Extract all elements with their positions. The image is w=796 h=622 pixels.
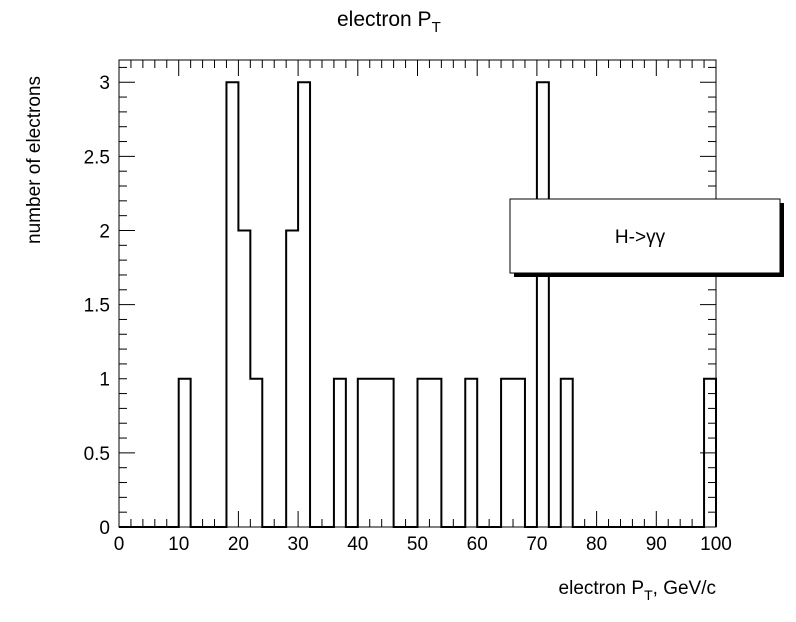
legend-box: H->γγ (509, 198, 784, 277)
histogram-bin (226, 82, 238, 527)
histogram-bin (238, 230, 250, 527)
plot-frame (118, 59, 717, 528)
x-tick-label: 80 (586, 534, 607, 555)
histogram-bin (250, 379, 262, 527)
y-tick-label: 0.5 (84, 444, 110, 465)
x-tick-label: 0 (114, 534, 125, 555)
y-axis-label: number of electrons (24, 76, 45, 244)
histogram-bin (429, 379, 441, 527)
x-tick-label: 20 (228, 534, 249, 555)
x-tick-label: 40 (347, 534, 368, 555)
y-tick-label: 2 (99, 221, 110, 242)
x-tick-label: 30 (288, 534, 309, 555)
x-axis-label-suffix: , GeV/c (653, 578, 716, 599)
histogram-bin (513, 379, 525, 527)
y-tick-label: 1 (99, 370, 110, 391)
x-tick-label: 10 (168, 534, 189, 555)
legend-label: H->γγ (615, 227, 666, 248)
histogram-bin (501, 379, 513, 527)
y-tick-label: 0 (99, 518, 110, 539)
y-tick-label: 2.5 (84, 147, 110, 168)
histogram-bin (561, 379, 573, 527)
x-tick-label: 60 (467, 534, 488, 555)
chart-title: electron PT (337, 8, 441, 36)
x-axis-label: electron PT, GeV/c (559, 578, 716, 603)
histogram-bin (382, 379, 394, 527)
y-tick-label: 1.5 (84, 296, 110, 317)
x-tick-label: 50 (407, 534, 428, 555)
y-tick-labels: 0 0.5 1 1.5 2 2.5 3 (84, 73, 110, 539)
x-axis-label-sub: T (644, 587, 653, 603)
histogram-bins (179, 82, 716, 527)
histogram-bin (537, 82, 549, 527)
histogram-bin (370, 379, 382, 527)
y-tick-label: 3 (99, 73, 110, 94)
chart-title-sub: T (432, 19, 441, 36)
chart-title-main: electron P (337, 8, 432, 31)
histogram-bin (298, 82, 310, 527)
histogram-bin (418, 379, 430, 527)
x-axis-label-main: electron P (559, 578, 645, 599)
x-tick-label: 100 (700, 534, 732, 555)
x-tick-labels: 0 10 20 30 40 50 60 70 80 90 100 (114, 534, 732, 555)
x-tick-label: 90 (646, 534, 667, 555)
histogram-bin (358, 379, 370, 527)
histogram-bin (286, 230, 298, 527)
histogram-bin (179, 379, 191, 527)
histogram-outline (119, 81, 717, 528)
histogram-bin (334, 379, 346, 527)
x-tick-label: 70 (526, 534, 547, 555)
histogram-bin (465, 379, 477, 527)
